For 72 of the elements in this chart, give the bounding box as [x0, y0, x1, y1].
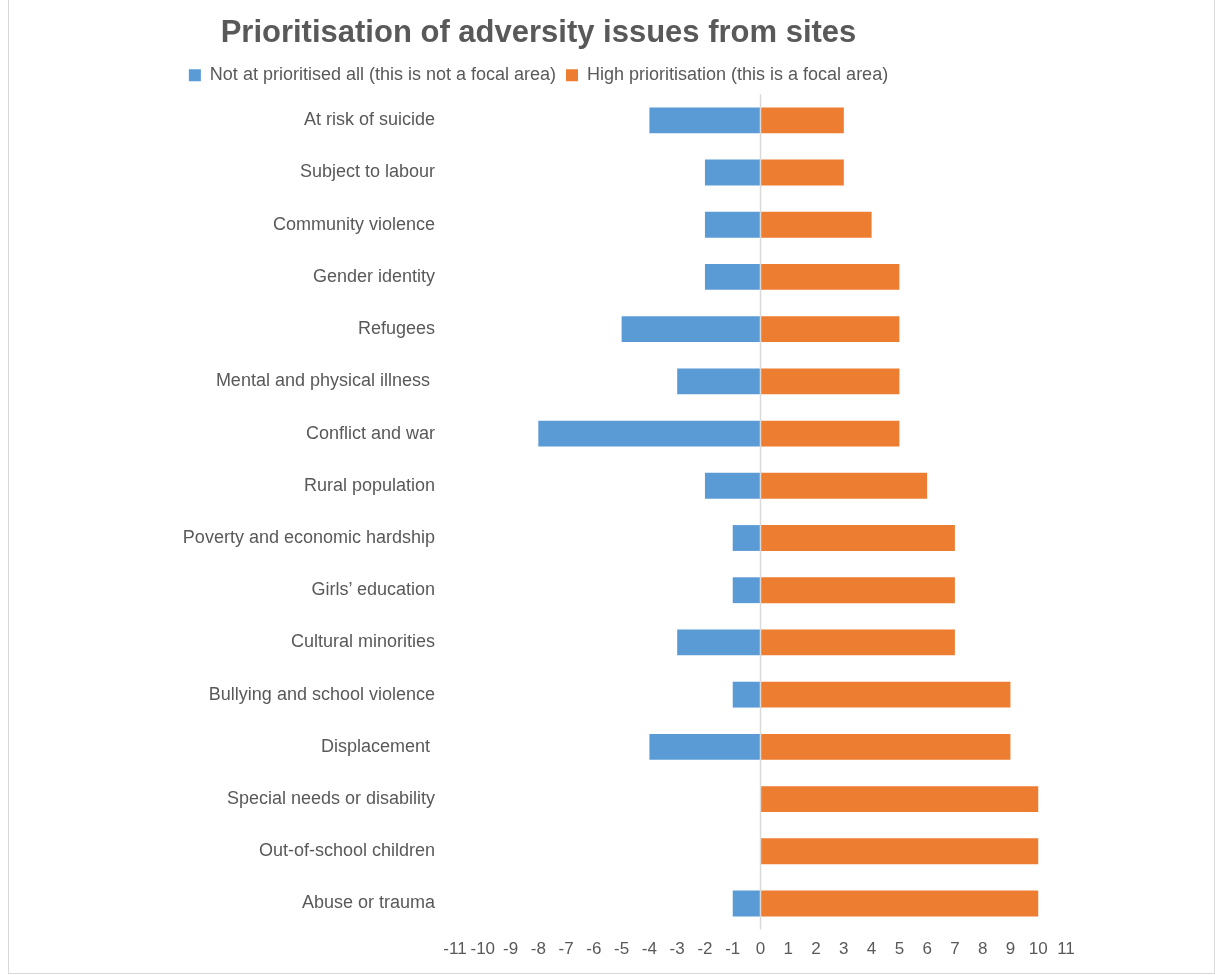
y-tick-label: Displacement — [320, 735, 435, 756]
x-tick-label: -6 — [586, 939, 602, 959]
bar — [760, 629, 955, 656]
x-tick-label: 10 — [1028, 939, 1048, 959]
x-tick-label: -1 — [725, 939, 741, 959]
bar — [760, 577, 955, 604]
y-tick-label: Community violence — [272, 213, 435, 234]
bar — [760, 786, 1039, 812]
bar — [760, 838, 1039, 865]
y-tick-label: Refugees — [357, 318, 435, 339]
y-tick-label: Cultural minorities — [290, 631, 435, 652]
bar — [760, 264, 900, 290]
bar — [760, 316, 900, 343]
x-tick-label: -11 — [443, 939, 467, 959]
bar — [704, 211, 761, 238]
y-tick-label: Out-of-school children — [258, 840, 435, 861]
y-tick-label: Poverty and economic hardship — [182, 526, 435, 547]
x-tick-label: -8 — [530, 939, 546, 959]
bar — [760, 681, 1011, 708]
bar — [704, 264, 761, 290]
x-tick-label: -5 — [614, 939, 630, 959]
bar — [760, 368, 900, 395]
x-tick-label: 2 — [811, 939, 821, 959]
y-tick-label: Conflict and war — [305, 422, 435, 443]
bar — [760, 159, 844, 186]
bar — [760, 890, 1039, 917]
x-tick-label: -2 — [697, 939, 713, 959]
y-tick-label: Girls’ education — [311, 579, 435, 600]
bar — [677, 629, 761, 656]
legend-label: Not at prioritised all (this is not a focal area) — [209, 64, 557, 85]
x-tick-label: 3 — [839, 939, 849, 959]
x-tick-label: 8 — [977, 939, 988, 959]
y-tick-label: Subject to labour — [299, 161, 435, 182]
x-tick-label: 9 — [1005, 939, 1016, 959]
x-tick-label: -7 — [558, 939, 574, 959]
bar — [760, 472, 928, 499]
bar — [760, 733, 1011, 760]
bar — [621, 316, 761, 343]
bar — [760, 525, 955, 551]
x-tick-label: 11 — [1057, 939, 1075, 959]
bar — [760, 420, 900, 447]
bar — [649, 733, 761, 760]
y-tick-label: Mental and physical illness — [215, 370, 435, 391]
x-tick-label: -4 — [641, 939, 657, 959]
chart-title: Prioritisation of adversity issues from sites — [220, 14, 857, 50]
bar — [538, 420, 761, 447]
bar — [732, 577, 761, 604]
bar — [649, 107, 761, 134]
x-tick-label: -10 — [470, 939, 496, 959]
x-tick-label: -9 — [502, 939, 519, 959]
bar — [704, 159, 761, 186]
y-tick-label: Abuse or trauma — [301, 892, 436, 913]
x-tick-label: 7 — [950, 939, 960, 959]
y-tick-label: Gender identity — [312, 265, 435, 286]
x-tick-label: 4 — [866, 939, 877, 959]
bar — [760, 211, 872, 238]
x-tick-label: 1 — [783, 939, 794, 959]
bar — [760, 107, 844, 134]
bar — [704, 472, 761, 499]
y-tick-label: Rural population — [303, 474, 435, 495]
bar — [732, 681, 761, 708]
x-tick-label: -3 — [669, 939, 685, 959]
legend-label: High prioritisation (this is a focal area) — [587, 64, 889, 85]
y-tick-label: Bullying and school violence — [208, 683, 435, 704]
bar — [732, 525, 761, 551]
x-tick-label: 0 — [755, 939, 766, 959]
y-tick-label: At risk of suicide — [303, 109, 435, 130]
bar — [732, 890, 761, 917]
x-tick-label: 6 — [922, 939, 932, 959]
y-tick-label: Special needs or disability — [226, 788, 435, 809]
x-tick-label: 5 — [894, 939, 905, 959]
bar — [677, 368, 761, 395]
